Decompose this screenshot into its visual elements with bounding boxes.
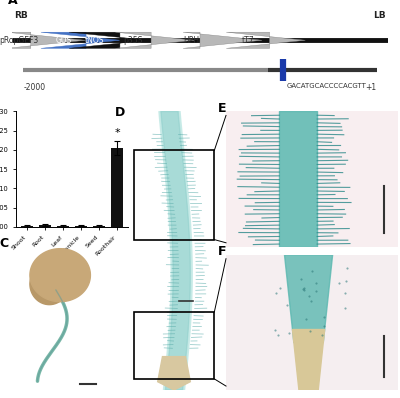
Polygon shape	[6, 32, 85, 48]
Text: tNOS: tNOS	[85, 36, 104, 45]
Bar	[134, 150, 214, 240]
Text: pRopGEF3: pRopGEF3	[0, 36, 38, 45]
Text: GACATGCACCCCACGTT: GACATGCACCCCACGTT	[286, 83, 366, 89]
Polygon shape	[158, 357, 190, 390]
Bar	[39, 225, 51, 227]
Text: -2000: -2000	[23, 83, 46, 92]
Bar	[21, 226, 33, 227]
Text: D: D	[114, 106, 125, 119]
Text: *: *	[114, 129, 120, 139]
Text: A: A	[8, 0, 18, 7]
Text: +1: +1	[366, 83, 377, 92]
Text: LB: LB	[374, 11, 386, 20]
Text: GUS: GUS	[56, 36, 72, 45]
Text: F: F	[218, 245, 226, 258]
Polygon shape	[183, 32, 262, 48]
Polygon shape	[41, 32, 120, 48]
Text: RB: RB	[14, 11, 28, 20]
Polygon shape	[69, 32, 148, 48]
Polygon shape	[161, 111, 190, 390]
Bar	[93, 226, 105, 227]
Polygon shape	[284, 255, 333, 342]
Bar	[111, 148, 123, 227]
Bar	[134, 312, 214, 379]
Polygon shape	[159, 111, 192, 390]
Text: C: C	[0, 237, 9, 250]
Bar	[75, 226, 87, 227]
Polygon shape	[30, 263, 69, 304]
Text: tT7: tT7	[242, 36, 254, 45]
Text: E: E	[218, 102, 226, 115]
Bar	[279, 111, 317, 247]
Polygon shape	[116, 32, 194, 48]
Bar	[57, 226, 69, 227]
Polygon shape	[226, 32, 305, 48]
Text: p35S: p35S	[124, 36, 143, 45]
Polygon shape	[292, 330, 325, 390]
Polygon shape	[30, 249, 90, 302]
Text: HPH: HPH	[184, 36, 200, 45]
